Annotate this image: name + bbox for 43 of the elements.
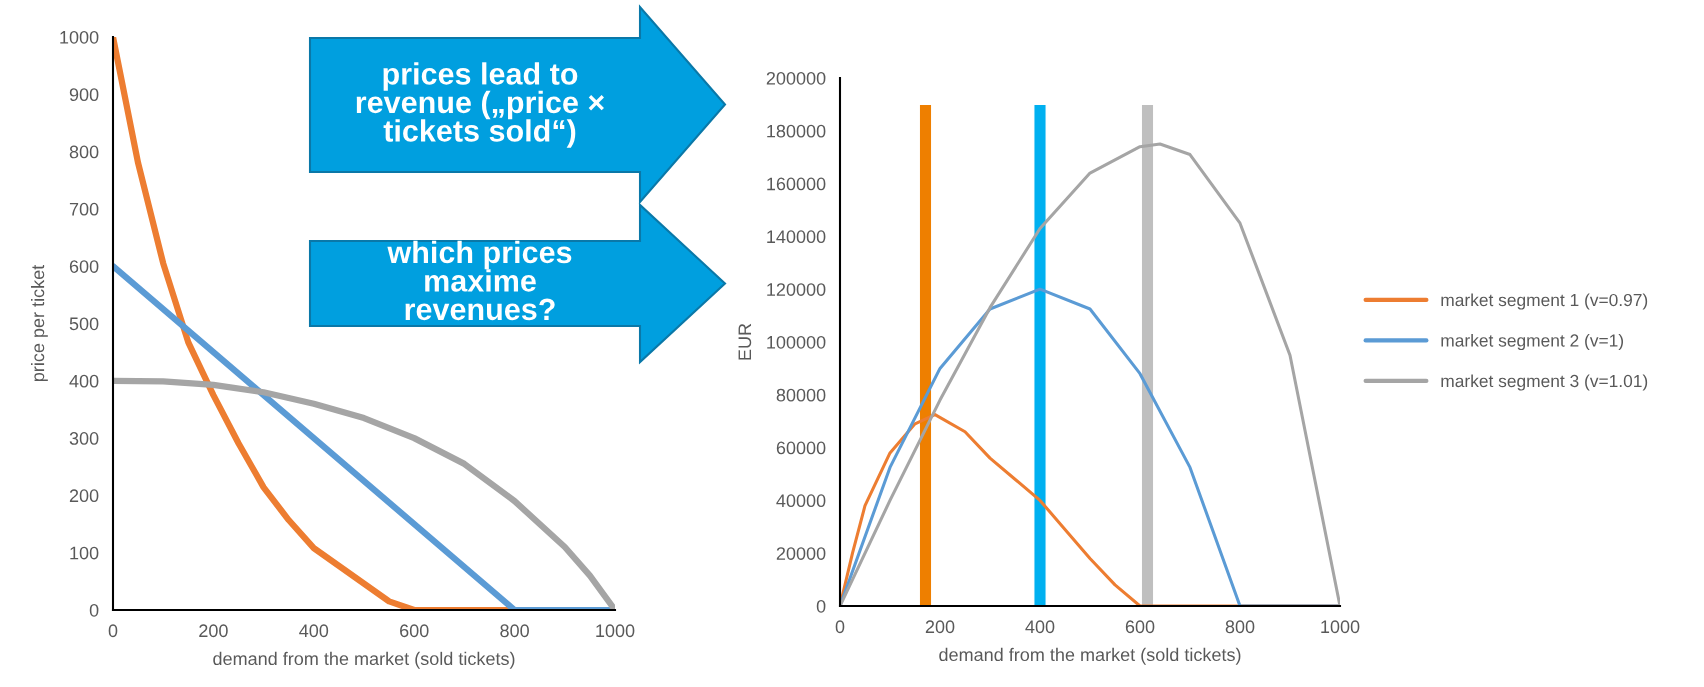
y-tick-label: 180000 [767, 124, 826, 138]
y-tick-label: 140000 [767, 230, 826, 244]
x-tick-label: 200 [199, 624, 228, 638]
y-axis-title: EUR [738, 323, 752, 360]
y-tick-label: 100000 [767, 335, 826, 349]
y-tick-label: 300 [69, 432, 99, 445]
x-tick-label: 600 [400, 624, 429, 638]
y-tick-label: 0 [89, 603, 99, 617]
y-tick-label: 800 [69, 145, 99, 159]
x-tick-label: 800 [1225, 620, 1255, 634]
legend-label: market segment 2 (v=1) [1441, 333, 1624, 351]
y-tick-label: 20000 [776, 547, 826, 560]
x-axis-title: demand from the market (sold tickets) [213, 651, 515, 669]
x-tick-label: 400 [299, 624, 329, 638]
y-tick-label: 40000 [776, 494, 826, 508]
annotation: which prices maxime revenues? [387, 240, 572, 321]
y-tick-label: 200000 [766, 71, 826, 85]
x-tick-label: 800 [500, 624, 529, 638]
x-tick-label: 600 [1125, 620, 1155, 634]
x-tick-label: 0 [108, 624, 118, 638]
x-tick-label: 200 [925, 620, 955, 634]
x-tick-label: 0 [835, 620, 845, 634]
y-tick-label: 0 [816, 599, 826, 613]
x-axis-title: demand from the market (sold tickets) [939, 647, 1241, 665]
y-tick-label: 500 [69, 317, 99, 331]
y-tick-label: 1000 [60, 30, 99, 44]
legend-label: market segment 3 (v=1.01) [1441, 374, 1648, 391]
y-tick-label: 600 [69, 260, 99, 273]
x-tick-label: 1000 [1321, 620, 1360, 634]
y-tick-label: 80000 [776, 388, 826, 402]
x-tick-label: 1000 [596, 624, 635, 638]
y-tick-label: 100 [70, 546, 99, 560]
y-tick-label: 700 [69, 202, 99, 216]
annotation: prices lead to revenue („price × tickets sold“) [356, 62, 604, 148]
y-axis-title: price per ticket [31, 264, 48, 382]
y-tick-label: 400 [69, 374, 99, 388]
y-tick-label: 200 [69, 489, 99, 503]
x-tick-label: 400 [1025, 620, 1055, 634]
y-tick-label: 160000 [767, 177, 826, 191]
legend-label: market segment 1 (v=0.97) [1441, 293, 1648, 310]
y-tick-label: 60000 [776, 441, 826, 455]
y-tick-label: 120000 [767, 283, 826, 296]
y-tick-label: 900 [69, 88, 99, 102]
